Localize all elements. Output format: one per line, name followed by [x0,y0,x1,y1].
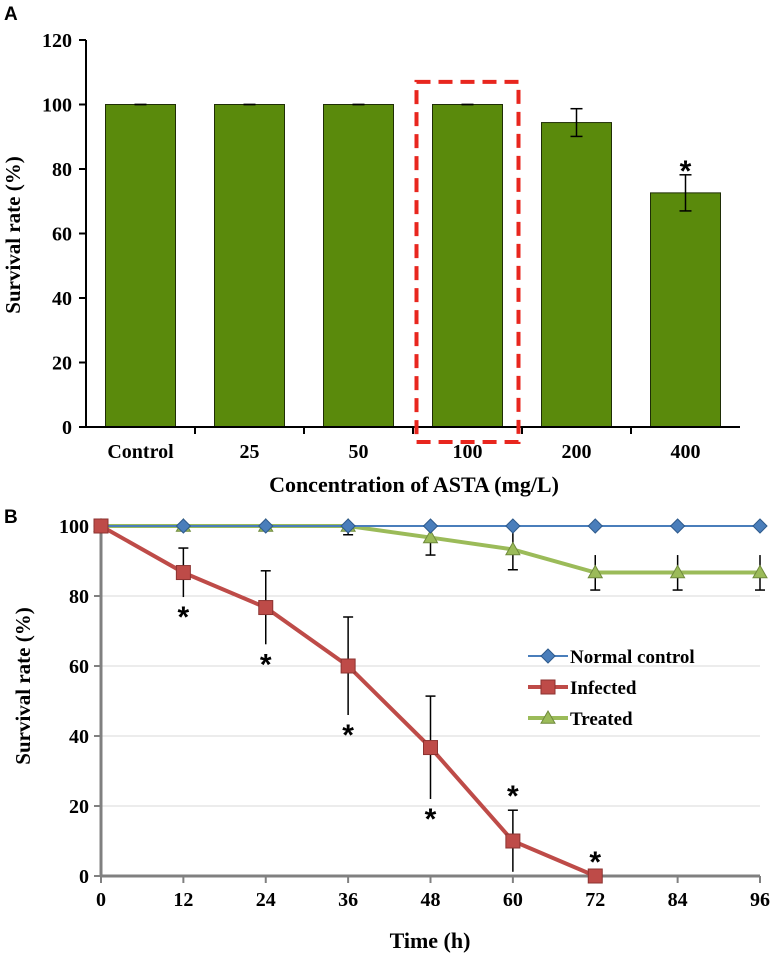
legend-label: Normal control [570,647,695,668]
panel-a-bars: * [105,103,721,428]
marker-diamond [505,518,521,534]
panel-a: A Survival rate (%) Concentration of AST… [1,4,740,497]
x-tick-label: 60 [503,889,523,911]
marker-diamond [752,518,768,534]
panel-b-x-axis-label: Time (h) [390,928,471,953]
x-tick-label: 100 [453,441,483,463]
significance-marker: * [680,155,692,188]
y-tick-label: 100 [59,516,89,538]
marker-diamond [175,518,192,534]
marker-triangle [669,564,686,579]
panel-b-legend: Normal control Infected Treated [528,647,695,730]
x-tick-label: 24 [256,889,276,911]
x-tick-label: 84 [668,889,688,911]
significance-marker: * [507,780,519,813]
y-tick-label: 40 [52,288,72,310]
marker-square [340,658,356,674]
y-tick-label: 60 [52,224,72,246]
x-tick-label: 12 [173,889,193,911]
bar [432,104,503,428]
y-tick-label: 120 [42,30,72,52]
marker-diamond [340,518,356,534]
x-tick-label: 400 [671,441,701,463]
x-tick-label: 48 [421,889,441,911]
marker-square [175,565,191,581]
legend-item: Treated [528,709,633,730]
marker-square [587,868,603,884]
y-tick-label: 0 [79,866,89,888]
x-tick-label: 50 [349,441,369,463]
x-tick-label: 0 [96,889,106,911]
y-tick-label: 80 [52,159,72,181]
series-infected: * * * * * * [93,518,603,884]
bar [650,192,721,428]
marker-diamond [669,518,686,534]
y-tick-label: 80 [69,586,89,608]
panel-b-x-ticks: 0 12 24 36 48 60 72 84 96 [96,876,770,911]
significance-marker: * [342,719,354,752]
marker-square [540,679,556,695]
x-tick-label: 36 [338,889,358,911]
y-tick-label: 20 [52,353,72,375]
panel-b-y-axis-label: Survival rate (%) [11,607,35,764]
significance-marker: * [589,846,601,879]
panel-b-y-ticks: 0 20 40 60 80 100 [59,516,101,888]
bar [323,104,394,428]
marker-diamond [422,518,439,534]
x-tick-label: 200 [562,441,592,463]
marker-triangle [587,564,604,579]
y-tick-label: 20 [69,796,89,818]
y-tick-label: 0 [62,417,72,439]
marker-square [423,740,438,756]
significance-marker: * [178,601,190,634]
legend-item: Infected [528,678,637,699]
legend-item: Normal control [528,647,695,668]
marker-diamond [587,518,603,534]
y-tick-label: 40 [69,726,89,748]
panel-b-label: B [4,507,18,528]
x-tick-label: 96 [750,889,770,911]
panel-b-series: * * * * * * [93,517,768,884]
marker-triangle [540,709,556,724]
marker-square [505,833,521,849]
bar [105,104,176,428]
marker-triangle [422,529,439,544]
bar [541,122,612,428]
panel-a-y-ticks: 0 20 40 60 80 100 120 [42,30,86,439]
panel-a-x-axis-label: Concentration of ASTA (mg/L) [269,472,559,497]
panel-a-x-ticks: Control 25 50 100 200 400 [107,427,701,463]
panel-a-label: A [4,4,18,25]
series-normal-control [93,518,768,534]
x-tick-label: Control [107,441,174,463]
panel-b: B Survival rate (%) Time (h) 0 20 40 60 80 10… [4,507,770,953]
y-tick-label: 100 [42,95,72,117]
significance-marker: * [425,803,437,836]
legend-label: Treated [570,709,633,730]
panel-a-y-axis-label: Survival rate (%) [1,156,25,313]
significance-marker: * [260,648,272,681]
marker-square [93,518,109,534]
marker-triangle [505,541,521,556]
bar [214,104,285,428]
legend-label: Infected [570,678,637,699]
x-tick-label: 72 [585,889,605,911]
marker-diamond [258,518,274,534]
marker-diamond [540,648,556,664]
marker-triangle [752,564,768,579]
panel-a-highlight-box [414,79,521,445]
y-tick-label: 60 [69,656,89,678]
x-tick-label: 25 [240,441,260,463]
marker-square [258,600,274,616]
